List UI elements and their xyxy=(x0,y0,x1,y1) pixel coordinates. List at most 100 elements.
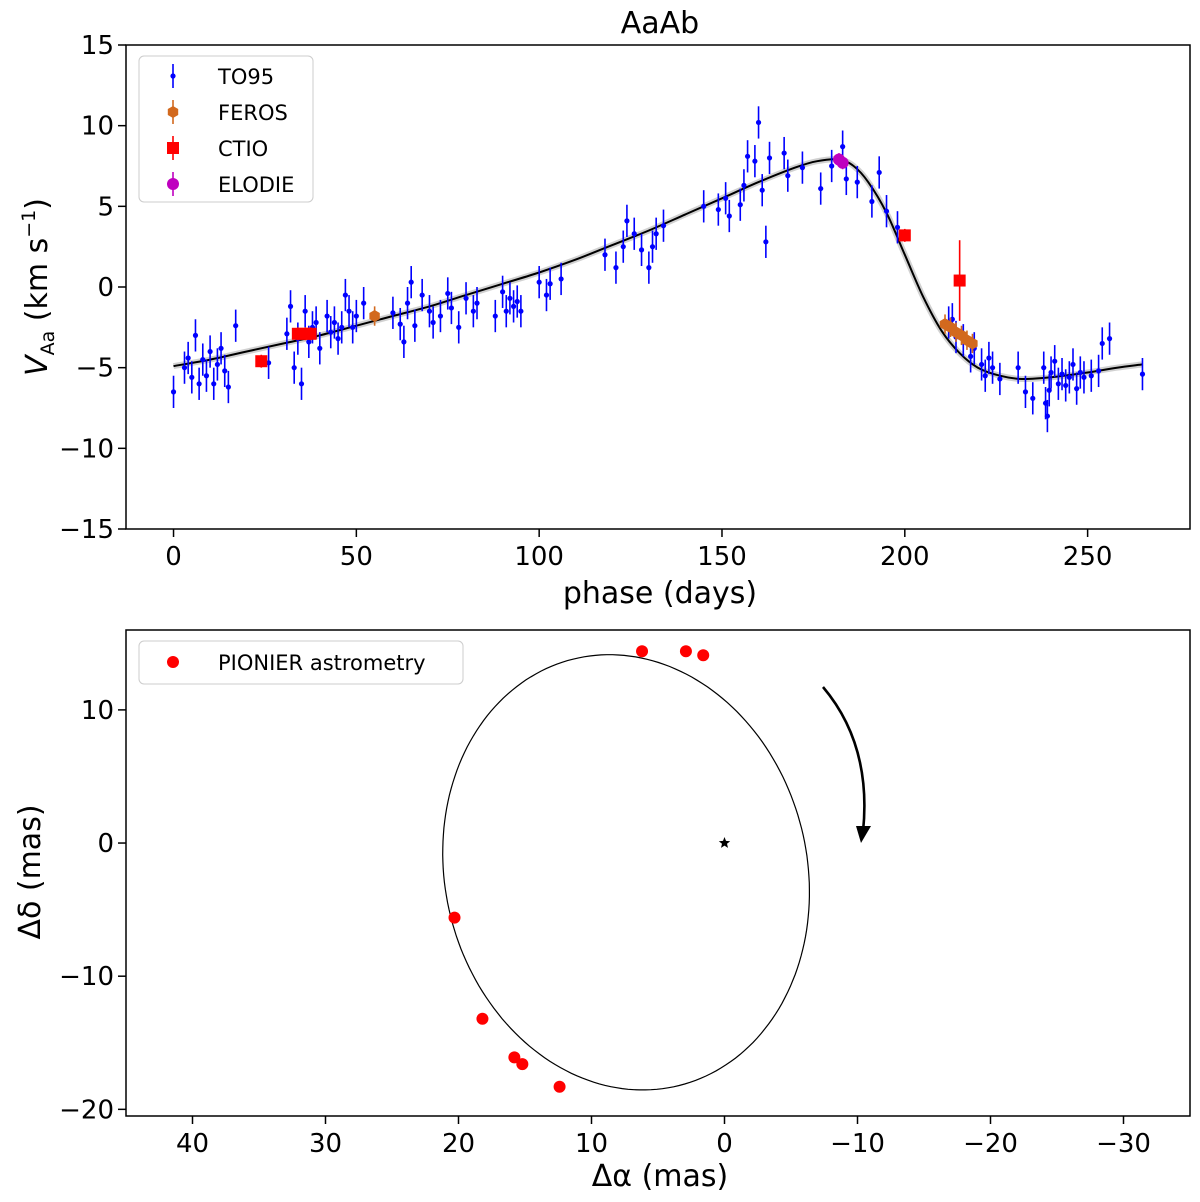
astrometry-point xyxy=(516,1058,529,1071)
rv-point-to95 xyxy=(1041,365,1047,371)
rv-x-tick-label: 200 xyxy=(880,542,930,572)
orbit-direction-arrow xyxy=(822,686,866,833)
rv-y-axis-label: VAa (km s−1) xyxy=(18,198,59,376)
rv-point-to95 xyxy=(214,361,221,368)
rv-x-tick-label: 150 xyxy=(697,542,747,572)
rv-point-to95 xyxy=(1139,371,1146,377)
astrometry-x-tick-label: 0 xyxy=(716,1129,733,1159)
rv-point-ctio xyxy=(953,274,966,287)
rv-point-to95 xyxy=(978,361,985,368)
astrometry-legend: PIONIER astrometry xyxy=(138,640,464,685)
rv-y-axis-label-exponent: −1 xyxy=(18,210,40,238)
astrometry-y-tick-label: 0 xyxy=(97,829,114,859)
astrometry-x-tick-label: −10 xyxy=(830,1129,885,1159)
rv-point-to95 xyxy=(397,321,403,327)
astrometry-point xyxy=(553,1080,566,1093)
astrometry-points xyxy=(448,645,710,1093)
rv-point-to95 xyxy=(222,368,228,374)
rv-x-tick-label: 250 xyxy=(1063,542,1113,572)
orbit-group xyxy=(442,654,871,1091)
rv-point-to95 xyxy=(503,308,509,314)
rv-point-to95 xyxy=(1030,395,1036,401)
astrometry-panel: 40 30 20 10 0 −10 −20 −30 −20 −10 0 10 Δα (mas) Δδ… xyxy=(13,629,1191,1194)
rv-point-to95 xyxy=(306,339,312,345)
rv-point-to95 xyxy=(328,329,334,335)
rv-point-to95 xyxy=(350,324,356,330)
rv-point-to95 xyxy=(218,345,224,351)
astrometry-point xyxy=(476,1012,489,1025)
rv-point-to95 xyxy=(317,345,323,351)
rv-point-to95 xyxy=(1081,374,1087,380)
rv-legend: TO95 FEROS CTIO ELODIE xyxy=(138,55,314,203)
rv-point-to95 xyxy=(492,313,498,319)
rv-y-tick-label: −5 xyxy=(76,354,114,384)
rv-point-to95 xyxy=(181,365,188,371)
rv-point-to95 xyxy=(602,252,608,258)
rv-legend-label: CTIO xyxy=(218,137,268,161)
astrometry-point xyxy=(679,645,692,658)
rv-legend-marker-to95 xyxy=(170,73,176,79)
rv-point-to95 xyxy=(339,324,345,330)
rv-y-tick-label: −10 xyxy=(59,434,114,464)
rv-point-to95 xyxy=(437,313,444,319)
rv-y-axis-label-close: ) xyxy=(20,198,55,210)
rv-point-to95 xyxy=(192,332,199,338)
rv-point-to95 xyxy=(660,223,667,229)
rv-point-to95 xyxy=(701,203,707,209)
rv-point-to95 xyxy=(518,308,524,314)
rv-legend-label: ELODIE xyxy=(218,173,294,197)
rv-point-to95 xyxy=(284,331,290,337)
rv-point-to95 xyxy=(536,279,542,285)
rv-point-to95 xyxy=(353,313,359,319)
rv-point-to95 xyxy=(876,169,882,176)
rv-point-to95 xyxy=(631,231,637,237)
rv-point-to95 xyxy=(1088,373,1094,379)
rv-point-ctio xyxy=(304,327,317,340)
rv-point-to95 xyxy=(361,300,367,306)
rv-point-to95 xyxy=(741,182,747,188)
rv-point-to95 xyxy=(843,176,849,182)
rv-x-tick-label: 50 xyxy=(340,542,373,572)
rv-point-to95 xyxy=(1044,413,1051,419)
rv-point-to95 xyxy=(448,305,455,311)
rv-point-to95 xyxy=(287,303,294,309)
rv-legend-box xyxy=(138,55,314,203)
rv-point-to95 xyxy=(412,323,418,329)
rv-y-tick-label: 15 xyxy=(81,31,114,61)
rv-point-to95 xyxy=(463,295,469,301)
rv-point-to95 xyxy=(500,289,506,295)
rv-point-to95 xyxy=(1095,368,1102,374)
astrometry-x-tick-label: 40 xyxy=(176,1129,209,1159)
rv-legend-marker-elodie xyxy=(167,178,179,190)
rv-point-to95 xyxy=(1077,369,1083,376)
rv-point-to95 xyxy=(737,202,743,208)
rv-point-to95 xyxy=(883,208,890,214)
rv-point-feros xyxy=(369,310,380,322)
rv-point-to95 xyxy=(456,324,462,330)
rv-point-to95 xyxy=(982,373,988,379)
rv-point-to95 xyxy=(1066,374,1072,380)
rv-y-tick-label: −15 xyxy=(59,515,114,545)
rv-point-to95 xyxy=(649,244,656,250)
rv-point-to95 xyxy=(1055,381,1061,387)
rv-point-to95 xyxy=(185,355,191,361)
rv-y-ticks: −15 −10 −5 0 5 10 15 xyxy=(59,31,126,545)
astrometry-legend-marker xyxy=(167,656,179,668)
astrometry-x-tick-label: 30 xyxy=(309,1129,342,1159)
rv-y-axis-label-subscript: Aa xyxy=(37,331,59,356)
rv-point-to95 xyxy=(225,384,231,390)
rv-point-to95 xyxy=(510,303,517,309)
rv-point-to95 xyxy=(342,292,348,298)
rv-x-tick-label: 0 xyxy=(165,542,182,572)
rv-y-axis-label-symbol: V xyxy=(20,353,55,376)
rv-point-to95 xyxy=(785,173,791,179)
primary-star-icon xyxy=(718,837,731,848)
astrometry-x-axis-label: Δα (mas) xyxy=(592,1159,728,1194)
orbit-ellipse xyxy=(442,654,810,1091)
rv-point-to95 xyxy=(766,155,773,161)
rv-point-to95 xyxy=(829,163,835,169)
rv-point-to95 xyxy=(653,231,659,237)
rv-legend-marker-feros xyxy=(167,106,179,118)
astrometry-x-tick-label: 20 xyxy=(442,1129,475,1159)
